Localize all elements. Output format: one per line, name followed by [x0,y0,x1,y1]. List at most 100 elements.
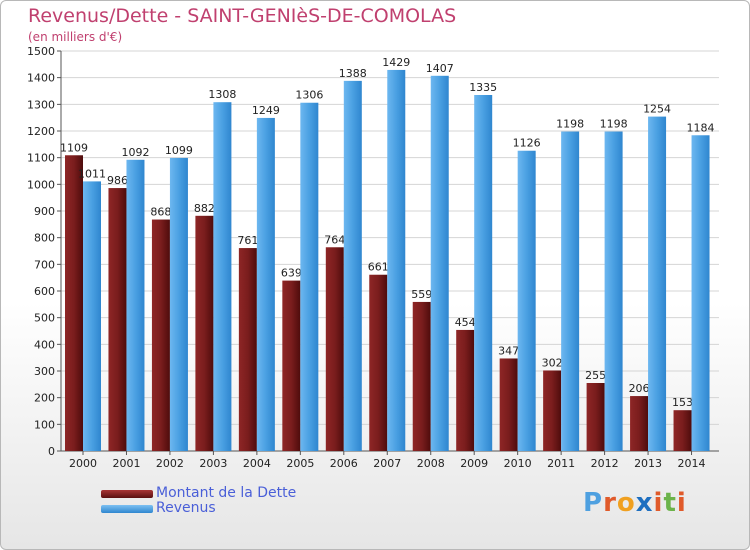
bar-dette-2004 [238,248,257,451]
bar-revenus-2012 [604,131,623,452]
data-label-dette-2000: 1109 [60,141,88,154]
x-tick-label-2004: 2004 [243,457,271,470]
data-label-dette-2014: 153 [672,396,693,409]
y-tick-label-100: 100 [34,418,55,431]
bar-revenus-2002 [169,157,188,451]
bar-revenus-2011 [561,131,580,452]
data-label-dette-2006: 764 [324,233,345,246]
data-label-revenus-2010: 1126 [513,137,541,150]
bar-dette-2011 [543,370,562,451]
bar-dette-2008 [412,301,431,451]
x-tick-label-2014: 2014 [678,457,706,470]
bar-revenus-2006 [343,80,362,451]
data-label-revenus-2002: 1099 [165,144,193,157]
logo-letter: P [583,488,604,518]
data-label-dette-2013: 206 [629,382,650,395]
bar-dette-2012 [586,383,605,451]
y-tick-label-1100: 1100 [27,152,55,165]
logo-letter: i [653,488,664,518]
proxiti-logo: Proxiti [583,488,687,518]
bar-dette-2006 [325,247,344,451]
y-tick-label-1000: 1000 [27,178,55,191]
x-tick-label-2008: 2008 [417,457,445,470]
logo-letter: x [635,488,654,518]
y-tick-label-0: 0 [48,445,55,458]
bar-dette-2001 [108,188,127,452]
y-tick-label-800: 800 [34,232,55,245]
data-label-dette-2009: 454 [455,316,476,329]
bar-revenus-2009 [474,95,493,451]
data-label-dette-2010: 347 [498,344,519,357]
x-tick-label-2003: 2003 [199,457,227,470]
bar-dette-2007 [369,274,388,451]
y-tick-label-700: 700 [34,258,55,271]
data-label-dette-2008: 559 [411,288,432,301]
data-label-revenus-2001: 1092 [121,146,149,159]
y-tick-label-1400: 1400 [27,72,55,85]
data-label-dette-2005: 639 [281,267,302,280]
legend-swatch-revenus [101,505,153,513]
bar-dette-2002 [151,219,170,451]
logo-letter: t [663,488,677,518]
y-tick-label-200: 200 [34,392,55,405]
data-label-revenus-2000: 1011 [78,167,106,180]
y-tick-label-500: 500 [34,312,55,325]
data-label-revenus-2012: 1198 [600,118,628,131]
y-tick-label-900: 900 [34,205,55,218]
data-label-dette-2007: 661 [368,261,389,274]
bar-dette-2005 [282,280,301,451]
data-label-dette-2002: 868 [150,206,171,219]
bar-revenus-2010 [517,150,536,451]
bar-dette-2003 [195,215,214,451]
data-label-revenus-2009: 1335 [469,81,497,94]
x-tick-label-2006: 2006 [330,457,358,470]
bar-revenus-2005 [300,102,319,451]
legend-label-dette: Montant de la Dette [156,485,297,501]
data-label-dette-2003: 882 [194,202,215,215]
x-tick-label-2005: 2005 [286,457,314,470]
x-tick-label-2010: 2010 [504,457,532,470]
data-label-revenus-2003: 1308 [208,88,236,101]
x-tick-label-2000: 2000 [69,457,97,470]
x-tick-label-2001: 2001 [112,457,140,470]
bar-dette-2014 [673,410,692,451]
logo-letter: o [616,488,636,518]
bar-revenus-2014 [691,135,710,451]
bar-dette-2000 [65,155,83,451]
bar-revenus-2000 [83,181,101,451]
bar-dette-2013 [630,396,649,451]
data-label-revenus-2008: 1407 [426,62,454,75]
bar-dette-2009 [456,329,475,451]
data-label-revenus-2011: 1198 [556,118,584,131]
x-tick-label-2009: 2009 [460,457,488,470]
x-tick-label-2012: 2012 [591,457,619,470]
bar-revenus-2007 [387,69,406,451]
y-tick-label-1500: 1500 [27,45,55,58]
chart-title: Revenus/Dette - SAINT-GENIèS-DE-COMOLAS [28,5,457,27]
logo-letter: r [603,488,617,518]
x-tick-label-2002: 2002 [156,457,184,470]
legend-label-revenus: Revenus [156,500,216,516]
data-label-revenus-2013: 1254 [643,103,671,116]
data-label-dette-2001: 986 [107,174,128,187]
data-label-dette-2012: 255 [585,369,606,382]
data-label-revenus-2014: 1184 [687,121,715,134]
bar-revenus-2001 [126,159,145,452]
data-label-dette-2011: 302 [542,356,563,369]
data-label-revenus-2004: 1249 [252,104,280,117]
y-tick-label-300: 300 [34,365,55,378]
y-tick-label-1200: 1200 [27,125,55,138]
data-label-dette-2004: 761 [237,234,258,247]
data-label-revenus-2006: 1388 [339,67,367,80]
data-label-revenus-2007: 1429 [382,56,410,69]
y-tick-label-1300: 1300 [27,98,55,111]
y-tick-label-400: 400 [34,338,55,351]
x-tick-label-2013: 2013 [634,457,662,470]
logo-letter: i [676,488,687,518]
x-tick-label-2011: 2011 [547,457,575,470]
legend-swatch-dette [101,490,153,498]
y-tick-label-600: 600 [34,285,55,298]
bar-revenus-2004 [256,117,275,451]
